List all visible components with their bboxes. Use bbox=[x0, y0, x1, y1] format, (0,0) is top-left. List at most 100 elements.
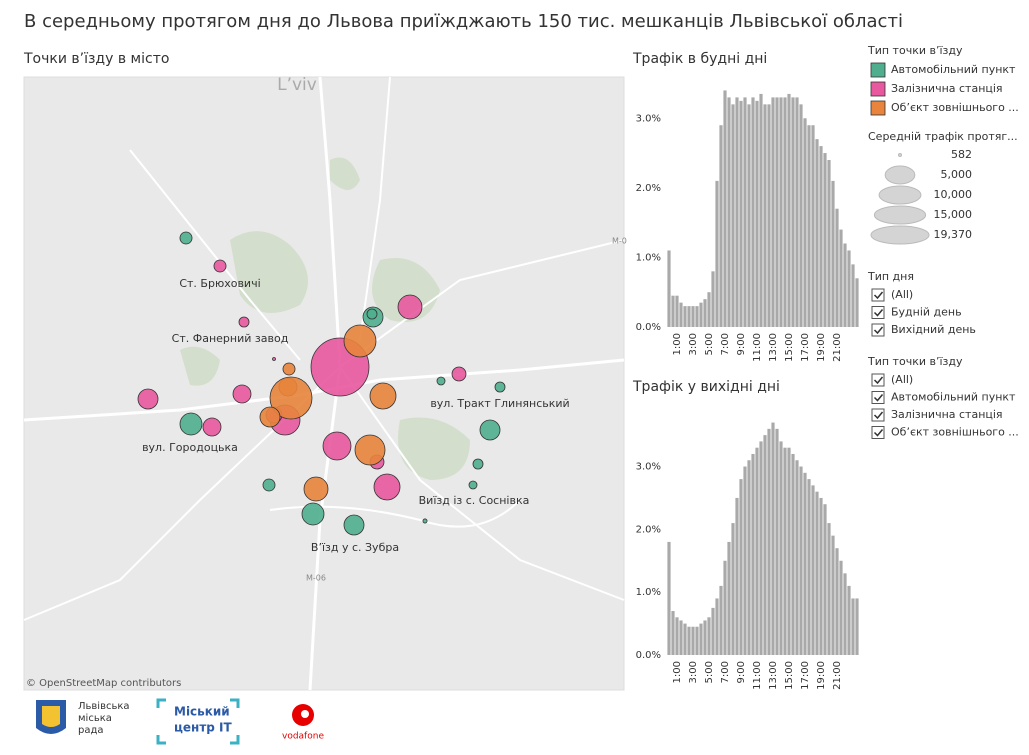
filter-title: Тип дня bbox=[867, 270, 914, 283]
legend-title: Середній трафік протяг... bbox=[868, 130, 1018, 143]
legend-swatch bbox=[870, 81, 886, 97]
legend-swatch bbox=[870, 100, 886, 116]
x-tick-label: 19:00 bbox=[816, 333, 827, 362]
bar bbox=[683, 623, 687, 655]
checkbox[interactable] bbox=[871, 426, 885, 439]
checkbox[interactable] bbox=[871, 288, 885, 302]
bar bbox=[847, 585, 851, 655]
logo-city: Львівська міська рада bbox=[36, 700, 130, 736]
bubble bbox=[179, 412, 203, 436]
y-tick-label: 0.0% bbox=[636, 650, 661, 661]
bar bbox=[727, 97, 731, 327]
x-tick-label: 13:00 bbox=[768, 661, 779, 690]
x-tick-label: 1:00 bbox=[672, 333, 683, 355]
bubble bbox=[232, 384, 252, 404]
bar bbox=[827, 160, 831, 327]
map-annotation: Виїзд із с. Соснівка bbox=[419, 494, 530, 507]
bar bbox=[691, 626, 695, 655]
bar bbox=[823, 153, 827, 327]
checkbox[interactable] bbox=[871, 373, 885, 387]
bar bbox=[695, 306, 699, 327]
checkbox[interactable] bbox=[871, 391, 885, 404]
bar bbox=[751, 97, 755, 327]
bar bbox=[739, 479, 743, 655]
logo-it: Міський центр IT bbox=[156, 698, 240, 745]
checkmark bbox=[873, 394, 884, 402]
bar bbox=[687, 306, 691, 327]
map-marks: Ст. Брюховичі Ст. Фанерний завод вул. Горо… bbox=[137, 231, 570, 554]
bar bbox=[751, 453, 755, 655]
bubble bbox=[354, 434, 386, 466]
bubble bbox=[494, 381, 506, 393]
x-tick-label: 7:00 bbox=[720, 333, 731, 355]
logo-text: Львівська bbox=[78, 700, 130, 712]
checkmark bbox=[873, 326, 884, 335]
y-tick-label: 3.0% bbox=[636, 462, 661, 473]
filter-option[interactable]: Залізнична станція bbox=[891, 408, 1003, 421]
bar bbox=[791, 97, 795, 327]
bubble bbox=[213, 259, 227, 273]
bar bbox=[851, 598, 855, 655]
bar bbox=[755, 447, 759, 655]
bar bbox=[799, 104, 803, 327]
y-tick-label: 0.0% bbox=[636, 322, 661, 333]
bubble bbox=[479, 419, 501, 441]
bubble bbox=[303, 476, 329, 502]
bar bbox=[671, 611, 675, 655]
bar bbox=[811, 485, 815, 655]
bar bbox=[803, 472, 807, 655]
bar bbox=[763, 104, 767, 327]
filter-option[interactable]: Вихідний день bbox=[891, 323, 976, 336]
bar bbox=[755, 100, 759, 328]
x-tick-label: 5:00 bbox=[704, 661, 715, 683]
x-tick-label: 5:00 bbox=[704, 333, 715, 355]
filter-option[interactable]: (All) bbox=[891, 288, 913, 301]
legend-swatch bbox=[870, 62, 886, 78]
y-tick-label: 3.0% bbox=[636, 113, 661, 124]
bubble bbox=[369, 382, 397, 410]
filter-option[interactable]: Об’єкт зовнішнього ... bbox=[891, 426, 1019, 439]
checkbox[interactable] bbox=[871, 323, 885, 337]
logo-text: центр IT bbox=[174, 721, 233, 735]
size-legend-mark bbox=[898, 153, 902, 157]
bubble bbox=[282, 362, 296, 376]
x-tick-label: 17:00 bbox=[800, 333, 811, 362]
filter-option[interactable]: Будній день bbox=[891, 306, 962, 319]
map-title: Точки в’їзду в місто bbox=[23, 51, 169, 67]
bar bbox=[699, 302, 703, 327]
bar bbox=[731, 523, 735, 655]
bar bbox=[719, 585, 723, 655]
logo-text: міська bbox=[78, 712, 112, 724]
bar bbox=[759, 93, 763, 327]
x-tick-label: 7:00 bbox=[720, 661, 731, 683]
bubble bbox=[262, 478, 276, 492]
chart-title: Трафік у вихідні дні bbox=[632, 379, 780, 395]
bar bbox=[707, 617, 711, 655]
x-tick-label: 15:00 bbox=[784, 333, 795, 362]
bubble bbox=[272, 357, 276, 361]
bar bbox=[723, 560, 727, 655]
x-tick-label: 11:00 bbox=[752, 333, 763, 362]
map-annotation: В’їзд у с. Зубра bbox=[311, 541, 399, 554]
chart-title: Трафік в будні дні bbox=[632, 51, 767, 67]
bar bbox=[807, 125, 811, 328]
bar bbox=[851, 264, 855, 327]
checkbox[interactable] bbox=[871, 408, 885, 422]
bar bbox=[707, 292, 711, 327]
bubble bbox=[366, 308, 378, 320]
bar bbox=[827, 523, 831, 655]
bar bbox=[703, 299, 707, 327]
bar bbox=[735, 97, 739, 327]
size-legend-mark bbox=[873, 205, 927, 225]
bar bbox=[679, 620, 683, 655]
x-tick-label: 21:00 bbox=[832, 661, 843, 690]
x-tick-label: 15:00 bbox=[784, 661, 795, 690]
filter-option[interactable]: Автомобільний пункт bbox=[891, 391, 1016, 404]
bar bbox=[835, 548, 839, 655]
bar bbox=[699, 623, 703, 655]
filter-option[interactable]: (All) bbox=[891, 373, 913, 386]
checkbox[interactable] bbox=[871, 306, 885, 319]
bubble bbox=[397, 294, 423, 320]
bar bbox=[723, 90, 727, 328]
bar bbox=[783, 97, 787, 327]
